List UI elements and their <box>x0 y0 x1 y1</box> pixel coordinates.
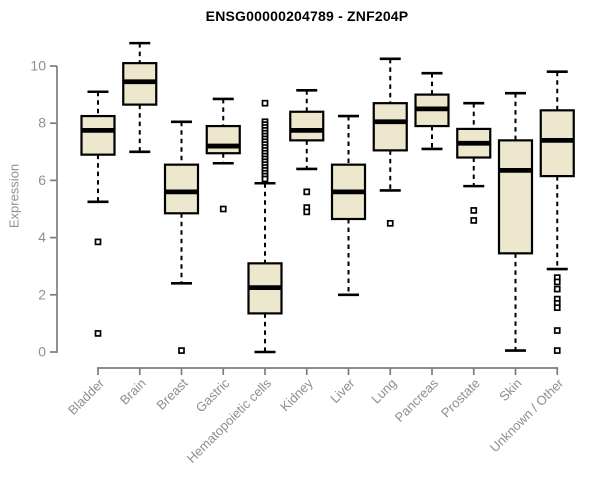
y-tick-label: 0 <box>38 344 46 360</box>
outlier-point <box>386 219 394 227</box>
outlier-point <box>553 304 561 312</box>
iqr-box <box>372 102 408 152</box>
iqr-box <box>163 163 200 215</box>
box-group-lung <box>372 57 408 227</box>
box-group-skin <box>497 91 534 352</box>
outlier-point <box>261 99 269 107</box>
outlier-point <box>303 208 311 216</box>
outlier-point <box>261 175 269 183</box>
x-category-label: Gastric <box>193 375 233 415</box>
outlier-point <box>470 207 478 214</box>
outlier-point <box>553 278 561 286</box>
box-group-hematopoietic-cells <box>247 99 283 354</box>
outlier-point <box>470 217 478 224</box>
y-tick-label: 2 <box>38 286 46 302</box>
outlier-point <box>553 327 561 334</box>
x-category-label: Brain <box>117 376 149 408</box>
x-category-label: Kidney <box>277 375 316 414</box>
outlier-point <box>553 347 561 354</box>
outlier-point <box>219 205 227 213</box>
x-category-label: Breast <box>153 375 190 412</box>
x-category-label: Liver <box>327 375 358 406</box>
x-category-label: Skin <box>496 376 524 404</box>
box-group-kidney <box>289 89 325 216</box>
outlier-point <box>553 285 561 293</box>
x-category-label: Lung <box>368 376 399 407</box>
box-group-brain <box>122 41 158 154</box>
box-group-pancreas <box>414 71 450 151</box>
box-group-gastric <box>205 97 241 213</box>
box-group-prostate <box>456 101 492 224</box>
outlier-point <box>303 188 311 196</box>
y-tick-label: 6 <box>38 172 46 188</box>
iqr-box <box>289 110 325 142</box>
x-category-label: Unknown / Other <box>487 375 567 455</box>
iqr-box <box>497 139 534 255</box>
outlier-point <box>94 238 102 246</box>
y-tick-label: 4 <box>38 229 46 245</box>
chart-title: ENSG00000204789 - ZNF204P <box>205 8 409 24</box>
x-category-label: Bladder <box>65 375 108 418</box>
outlier-point <box>94 330 102 337</box>
box-group-unknown-other <box>539 70 575 354</box>
y-tick-label: 10 <box>30 58 46 74</box>
box-group-bladder <box>80 90 116 337</box>
x-category-label: Prostate <box>438 376 483 421</box>
iqr-box <box>539 109 575 178</box>
outlier-point <box>178 347 185 354</box>
iqr-box <box>80 114 116 156</box>
box-group-breast <box>163 120 200 354</box>
iqr-box <box>205 124 241 155</box>
y-tick-label: 8 <box>38 115 46 131</box>
x-category-label: Pancreas <box>392 375 442 425</box>
box-group-liver <box>330 114 367 297</box>
